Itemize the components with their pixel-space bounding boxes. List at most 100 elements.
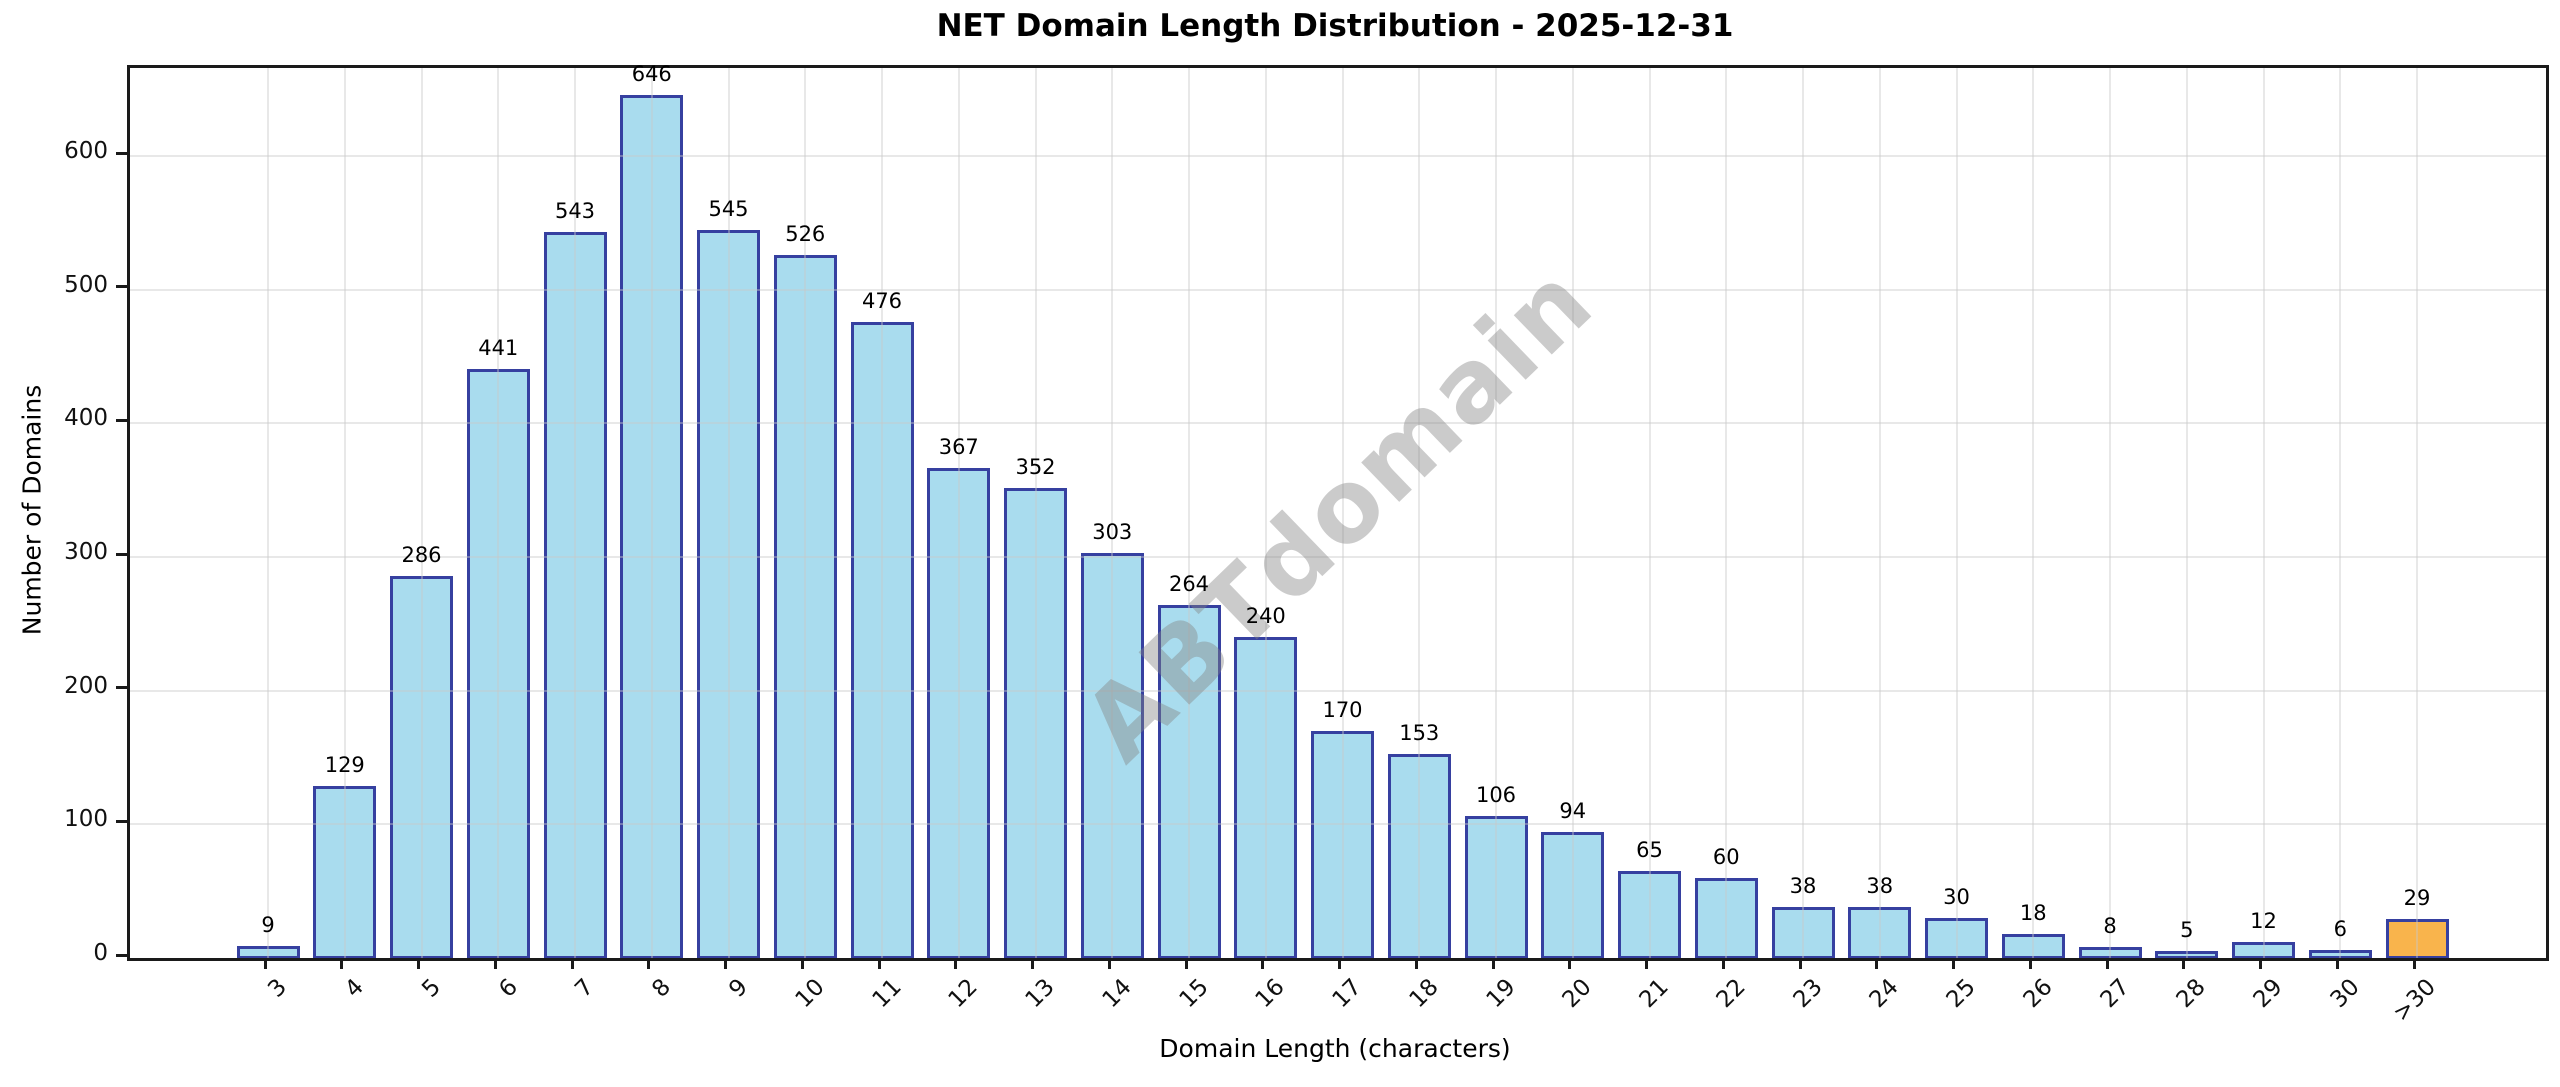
x-tick-label: 6 — [493, 974, 523, 1003]
x-tick — [1414, 958, 1418, 969]
bar-value-label: 65 — [1636, 838, 1663, 863]
bar-value-label: 543 — [554, 199, 596, 224]
x-gridline — [957, 68, 960, 958]
bar-value-label: 441 — [478, 335, 519, 360]
x-tick-label: 21 — [1634, 974, 1674, 1014]
bar-value-label: 9 — [261, 912, 275, 937]
bar-6 — [466, 368, 530, 958]
x-gridline — [2416, 68, 2418, 958]
bar-28 — [2155, 951, 2219, 958]
x-gridline — [1648, 68, 1651, 958]
bar-25 — [1925, 917, 1988, 958]
bar-15 — [1157, 605, 1221, 958]
x-tick — [340, 958, 344, 969]
y-tick-label: 500 — [64, 271, 108, 298]
bar-value-label: 38 — [1789, 874, 1817, 899]
bars-layer — [130, 68, 2546, 958]
x-gridline — [2109, 68, 2111, 958]
x-tick — [1952, 958, 1955, 969]
bar-21 — [1618, 871, 1681, 958]
bar-value-label: 153 — [1399, 720, 1440, 745]
x-tick-label: 20 — [1558, 974, 1598, 1014]
bar-23 — [1771, 907, 1835, 958]
x-gridline — [1188, 68, 1190, 958]
x-gridline — [1418, 68, 1421, 958]
y-gridline — [130, 155, 2546, 158]
x-tick — [570, 958, 574, 969]
x-tick-label: 26 — [2018, 974, 2058, 1014]
x-tick — [1798, 958, 1802, 969]
x-tick-label: 25 — [1941, 974, 1981, 1014]
bar-27 — [2078, 947, 2142, 958]
x-tick — [1491, 958, 1495, 969]
x-tick-label: 29 — [2248, 974, 2288, 1014]
x-tick-label: 22 — [1711, 974, 1751, 1014]
bar-17 — [1311, 730, 1374, 958]
x-tick — [954, 958, 958, 969]
x-tick — [1338, 958, 1341, 969]
x-gridline — [2185, 68, 2188, 958]
bar-value-label: 18 — [2019, 900, 2047, 925]
y-gridline — [130, 422, 2546, 425]
y-tick — [116, 953, 127, 957]
bar-4 — [313, 785, 377, 958]
x-tick — [493, 958, 497, 969]
bar-19 — [1464, 816, 1528, 958]
bar-value-label: 29 — [2403, 886, 2431, 911]
x-gridline — [650, 68, 653, 958]
x-gridline — [497, 68, 500, 958]
x-tick — [1568, 958, 1572, 969]
bar-value-label: 6 — [2333, 916, 2347, 941]
y-tick — [116, 151, 127, 155]
x-gridline — [343, 68, 346, 958]
x-tick-label: 19 — [1481, 974, 1521, 1014]
y-tick-label: 400 — [64, 405, 108, 432]
x-tick — [1031, 958, 1034, 969]
bar-11 — [850, 321, 914, 958]
x-tick-label: 28 — [2172, 974, 2212, 1014]
x-gridline — [574, 68, 576, 958]
bar-value-label: 12 — [2250, 908, 2277, 933]
x-gridline — [1725, 68, 1728, 958]
bar-value-label: 170 — [1322, 697, 1363, 722]
x-tick-label: 23 — [1788, 974, 1828, 1014]
chart-title: NET Domain Length Distribution - 2025-12… — [936, 8, 1734, 44]
x-gridline — [1111, 68, 1114, 958]
x-gridline — [1034, 68, 1037, 958]
x-gridline — [727, 68, 730, 958]
x-tick-label: 4 — [340, 974, 370, 1003]
x-tick-label: 24 — [1865, 974, 1905, 1014]
y-tick — [116, 819, 127, 823]
y-tick — [116, 285, 127, 289]
y-tick — [116, 418, 127, 422]
x-tick — [1721, 958, 1725, 969]
x-gridline — [2262, 68, 2265, 958]
x-tick-label: 14 — [1097, 974, 1137, 1014]
x-tick-label: 5 — [417, 974, 446, 1003]
x-tick-label: 16 — [1251, 974, 1291, 1014]
y-axis-label: Number of Domains — [17, 384, 47, 636]
x-axis-label: Domain Length (characters) — [1159, 1034, 1511, 1063]
x-tick — [1261, 958, 1265, 969]
x-gridline — [2032, 68, 2035, 958]
bar-value-label: 367 — [938, 434, 979, 459]
bar-20 — [1541, 832, 1605, 958]
y-tick — [116, 686, 127, 690]
y-gridline — [130, 823, 2546, 826]
x-gridline — [1802, 68, 1804, 958]
bar-16 — [1234, 637, 1298, 958]
x-gridline — [1495, 68, 1497, 958]
y-tick-label: 100 — [64, 806, 108, 833]
x-gridline — [420, 68, 423, 958]
y-tick-label: 0 — [93, 940, 108, 966]
bar-3 — [236, 945, 300, 958]
bar-18 — [1387, 753, 1451, 958]
bar-12 — [927, 467, 991, 958]
x-gridline — [1878, 68, 1881, 958]
bar-8 — [620, 94, 684, 958]
x-tick-label: 17 — [1327, 974, 1367, 1014]
x-tick — [2105, 958, 2109, 969]
bar-22 — [1694, 877, 1758, 958]
bar->30 — [2385, 919, 2449, 958]
x-tick-label: 15 — [1174, 974, 1214, 1014]
